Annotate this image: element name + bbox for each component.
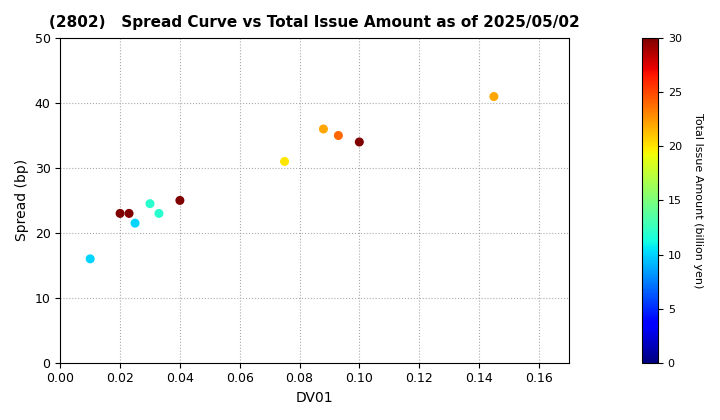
Point [114,210,126,217]
Y-axis label: Total Issue Amount (billion yen): Total Issue Amount (billion yen) [693,113,703,288]
Point [318,126,329,132]
X-axis label: DV01: DV01 [296,391,333,405]
Point [488,93,500,100]
Point [123,210,135,217]
Point [279,158,290,165]
Point [153,210,165,217]
Y-axis label: Spread (bp): Spread (bp) [15,159,29,242]
Title: (2802)   Spread Curve vs Total Issue Amount as of 2025/05/02: (2802) Spread Curve vs Total Issue Amoun… [49,15,580,30]
Point [174,197,186,204]
Point [354,139,365,145]
Point [144,200,156,207]
Point [84,255,96,262]
Point [130,220,141,226]
Point [333,132,344,139]
